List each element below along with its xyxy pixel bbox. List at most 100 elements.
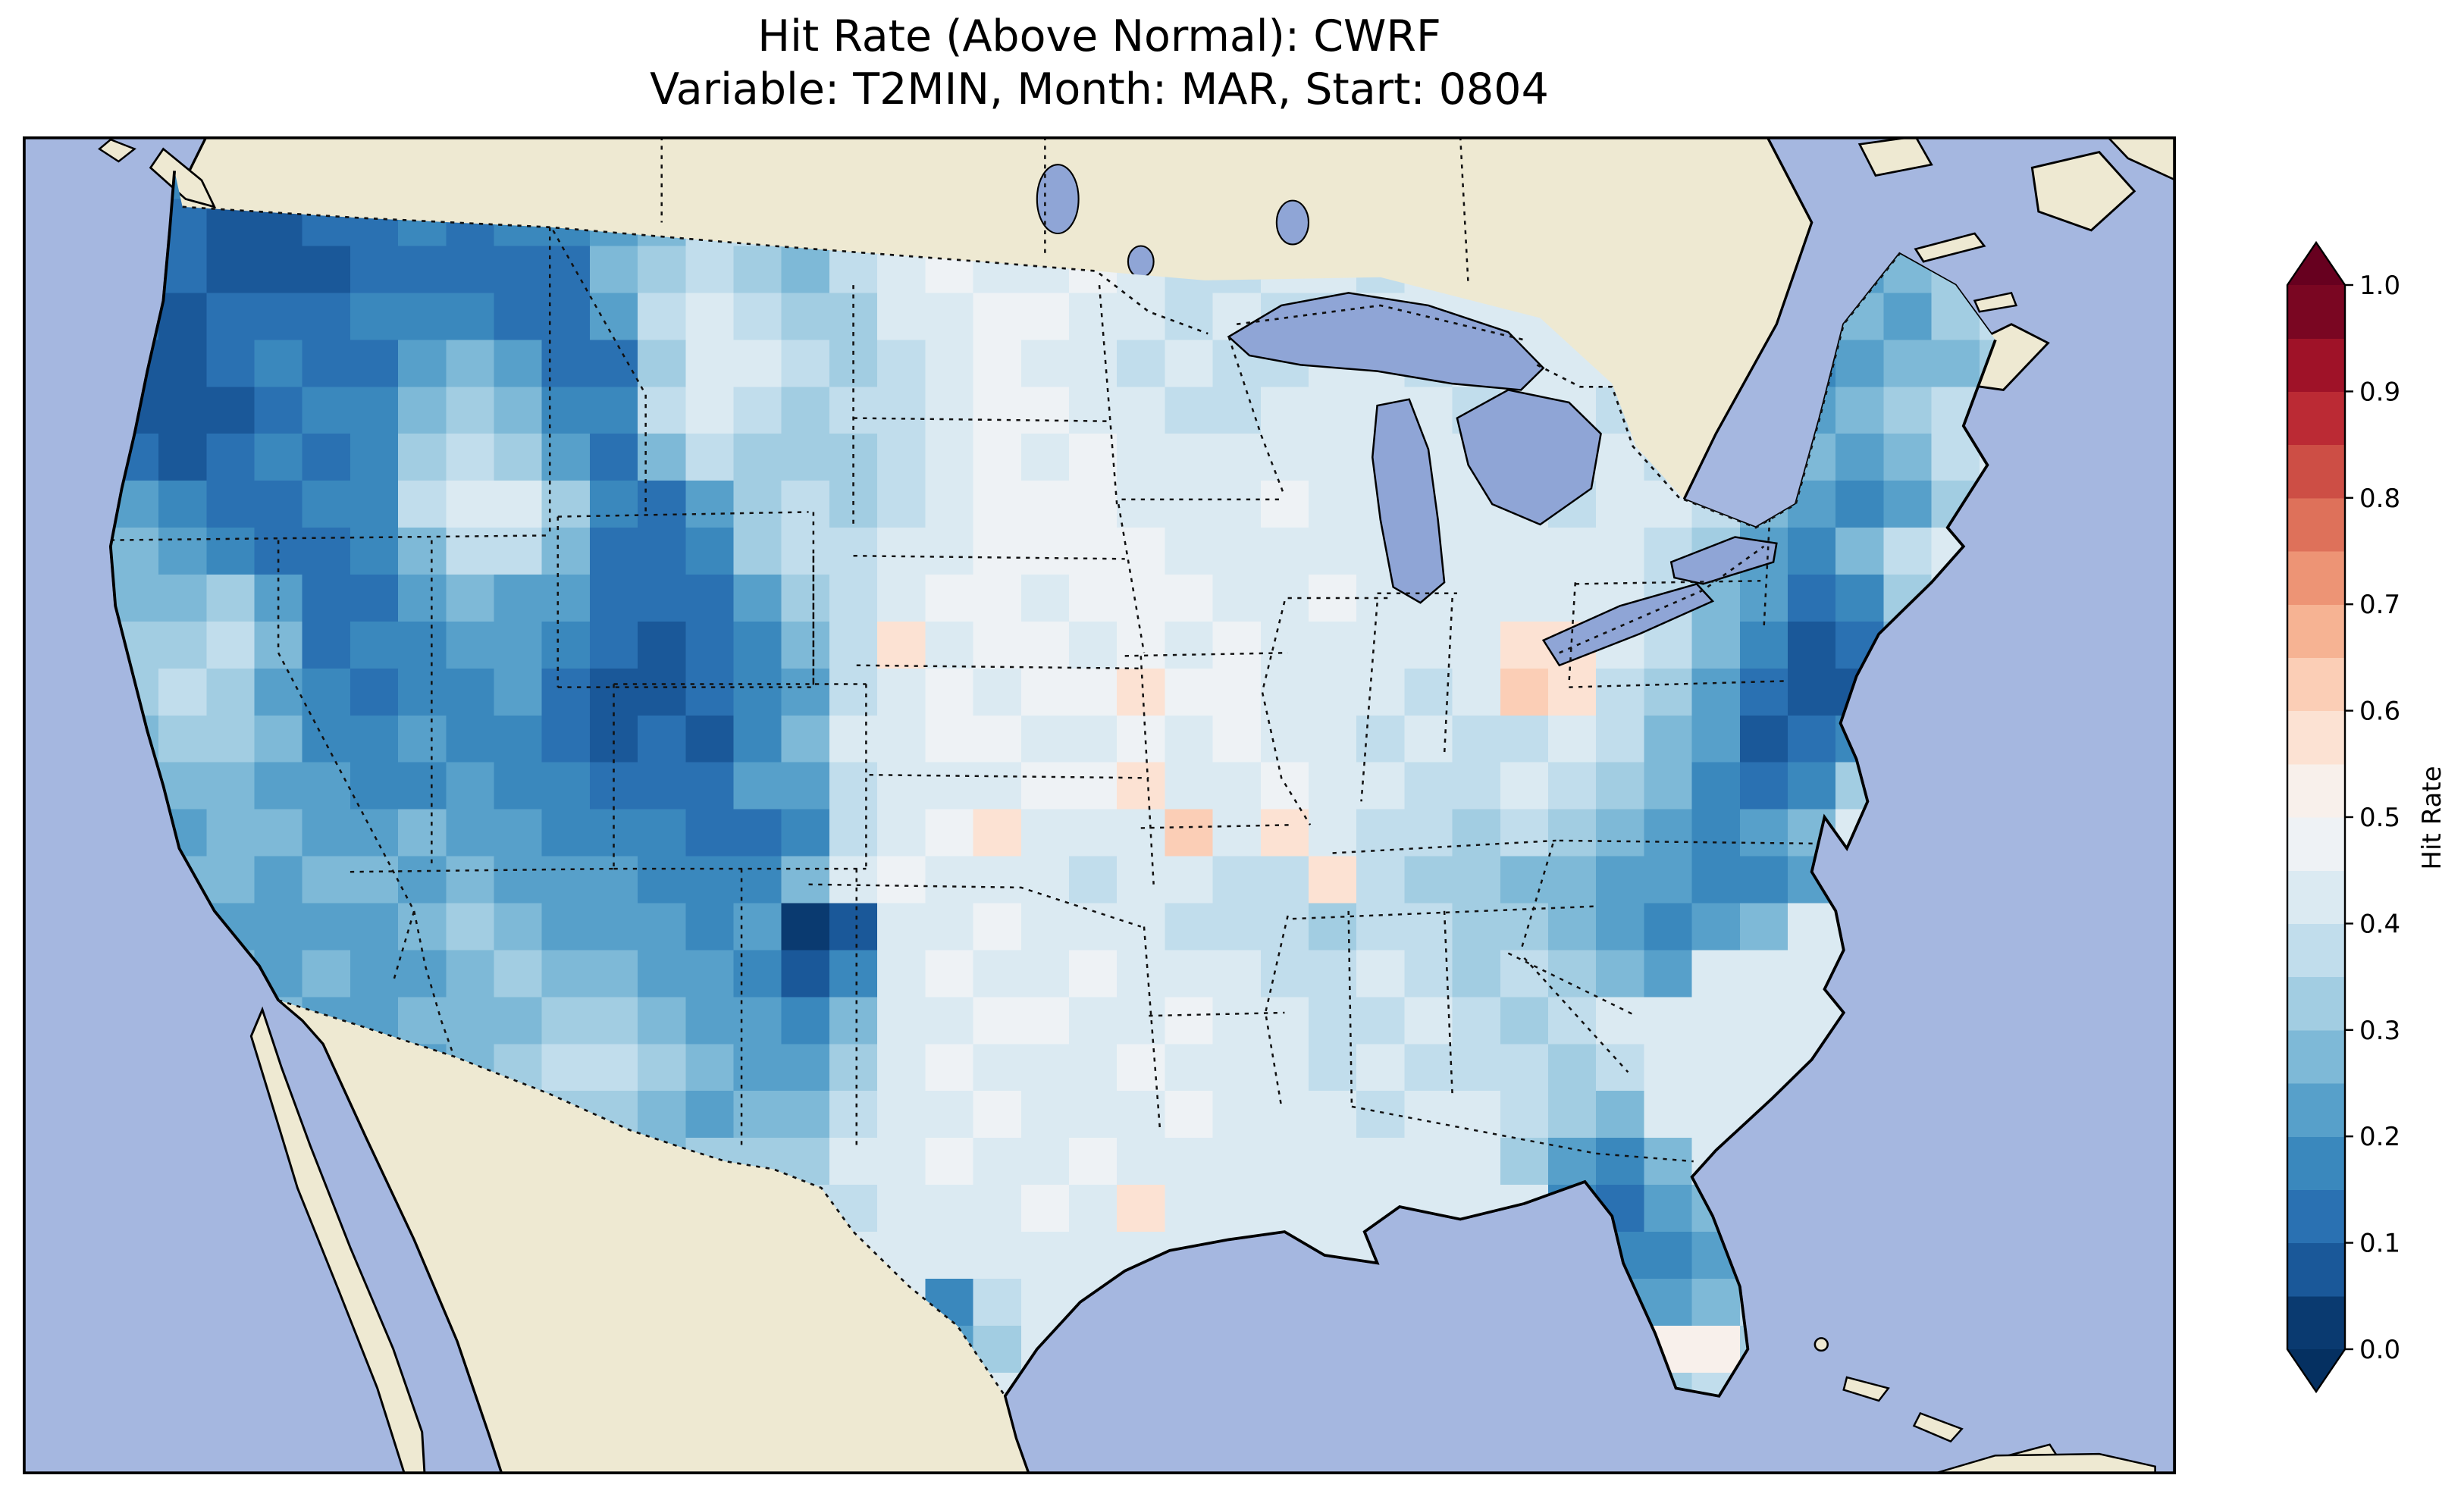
- grid-cell: [158, 387, 208, 435]
- grid-cell: [733, 434, 782, 482]
- grid-cell: [973, 809, 1022, 857]
- grid-cell: [1356, 621, 1406, 669]
- grid-cell: [254, 293, 303, 341]
- grid-cell: [1644, 903, 1693, 951]
- grid-cell: [1165, 856, 1214, 904]
- grid-cell: [1068, 387, 1118, 435]
- grid-cell: [1117, 762, 1166, 810]
- colorbar-tick-label: 0.0: [2359, 1335, 2400, 1365]
- grid-cell: [589, 1044, 639, 1092]
- grid-cell: [1835, 481, 1885, 529]
- grid-cell: [1165, 481, 1214, 529]
- grid-cell: [350, 481, 400, 529]
- grid-cell: [1212, 715, 1262, 763]
- grid-cell: [398, 809, 447, 857]
- grid-cell: [685, 434, 735, 482]
- newfoundland-island: [2030, 151, 2136, 232]
- grid-cell: [494, 762, 543, 810]
- grid-cell: [302, 246, 351, 294]
- grid-cell: [1165, 340, 1214, 388]
- grid-cell: [1596, 481, 1645, 529]
- grid-cell: [1691, 809, 1741, 857]
- grid-cell: [302, 715, 351, 763]
- grid-cell: [1548, 856, 1597, 904]
- grid-cell: [973, 1278, 1022, 1326]
- grid-cell: [685, 762, 735, 810]
- grid-cell: [781, 997, 830, 1045]
- grid-cell: [1260, 621, 1310, 669]
- grid-cell: [1548, 715, 1597, 763]
- grid-cell: [638, 997, 687, 1045]
- grid-cell: [350, 246, 400, 294]
- grid-cell: [398, 762, 447, 810]
- grid-cell: [973, 340, 1022, 388]
- grid-cell: [925, 950, 974, 998]
- grid-cell: [1165, 293, 1214, 341]
- grid-cell: [350, 809, 400, 857]
- grid-cell: [1788, 715, 1837, 763]
- grid-cell: [1117, 481, 1166, 529]
- figure-title-block: Hit Rate (Above Normal): CWRF Variable: …: [23, 11, 2176, 116]
- nw-island-small: [98, 138, 136, 163]
- colorbar-axis-label: Hit Rate: [2417, 766, 2447, 869]
- grid-cell: [973, 903, 1022, 951]
- lake-superior: [1227, 292, 1545, 391]
- grid-cell: [206, 528, 255, 576]
- grid-cell: [1931, 340, 1980, 388]
- grid-cell: [302, 903, 351, 951]
- grid-cell: [781, 1044, 830, 1092]
- grid-cell: [1260, 668, 1310, 716]
- grid-cell: [638, 246, 687, 294]
- grid-cell: [1691, 950, 1741, 998]
- grid-cell: [1835, 575, 1885, 622]
- grid-cell: [1117, 809, 1166, 857]
- grid-cell: [829, 997, 879, 1045]
- grid-cell: [973, 668, 1022, 716]
- grid-cell: [781, 293, 830, 341]
- grid-cell: [1644, 762, 1693, 810]
- grid-cell: [541, 997, 591, 1045]
- grid-cell: [1500, 528, 1550, 576]
- grid-cell: [1117, 997, 1166, 1045]
- grid-cell: [1212, 997, 1262, 1045]
- grid-cell: [446, 762, 495, 810]
- grid-cell: [1068, 575, 1118, 622]
- grid-cell: [1548, 528, 1597, 576]
- grid-cell: [781, 340, 830, 388]
- grid-cell: [446, 528, 495, 576]
- grid-cell: [206, 762, 255, 810]
- grid-cell: [1644, 668, 1693, 716]
- grid-cell: [925, 668, 974, 716]
- grid-cell: [1068, 434, 1118, 482]
- grid-cell: [1500, 621, 1550, 669]
- grid-cell: [1020, 1278, 1071, 1326]
- map-panel: [22, 135, 2177, 1487]
- grid-cell: [1691, 903, 1741, 951]
- colorbar-segment: [2287, 285, 2345, 339]
- grid-cell: [925, 856, 974, 904]
- grid-cell: [1165, 668, 1214, 716]
- grid-cell: [1020, 856, 1071, 904]
- grid-cell: [925, 903, 974, 951]
- grid-cell: [446, 903, 495, 951]
- grid-cell: [446, 950, 495, 998]
- grid-cell: [302, 762, 351, 810]
- grid-cell: [398, 528, 447, 576]
- grid-cell: [733, 528, 782, 576]
- grid-cell: [1835, 434, 1885, 482]
- grid-cell: [494, 340, 543, 388]
- grid-cell: [1500, 668, 1550, 716]
- grid-cell: [1404, 621, 1453, 669]
- colorbar-segments: [2287, 285, 2345, 1350]
- grid-cell: [350, 950, 400, 998]
- grid-cell: [973, 1185, 1022, 1233]
- grid-cell: [1356, 1091, 1406, 1139]
- grid-cell: [877, 809, 926, 857]
- grid-cell: [973, 575, 1022, 622]
- grid-cell: [1404, 809, 1453, 857]
- grid-cell: [1308, 575, 1358, 622]
- grid-cell: [1596, 1044, 1645, 1092]
- colorbar-segment: [2287, 763, 2345, 818]
- grid-cell: [877, 1091, 926, 1139]
- grid-cell: [589, 434, 639, 482]
